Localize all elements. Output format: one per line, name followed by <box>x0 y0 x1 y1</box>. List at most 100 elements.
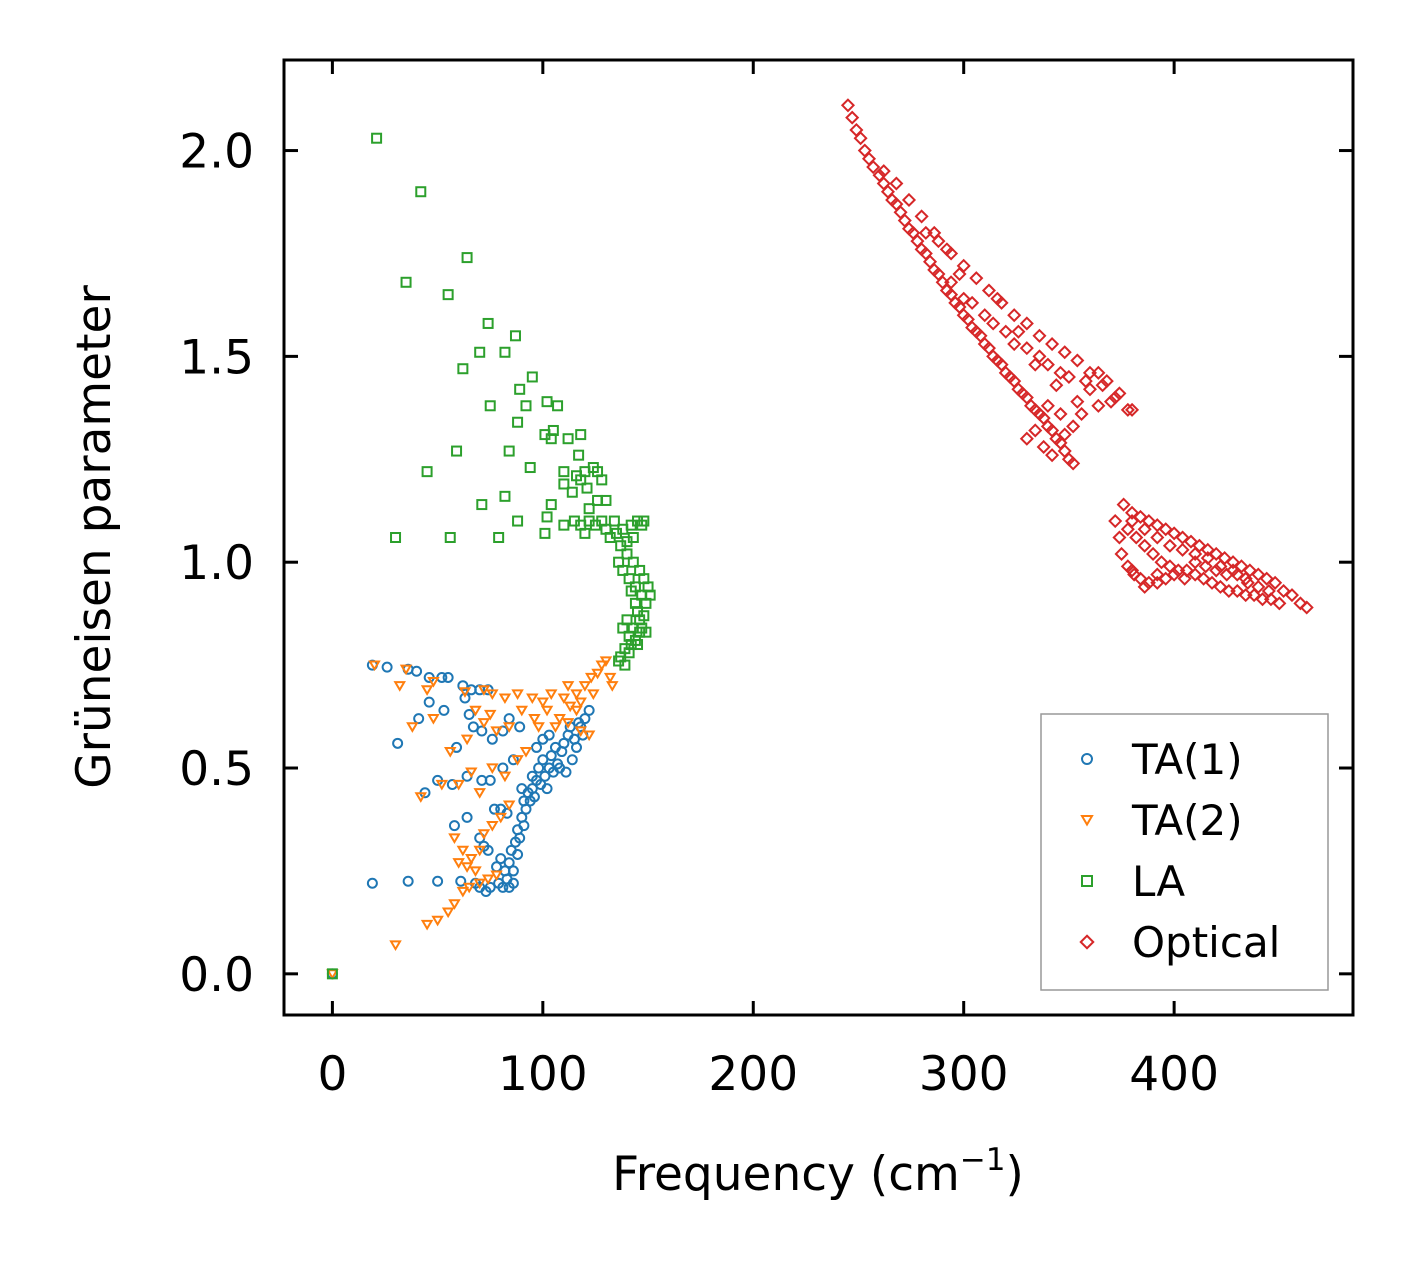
data-point <box>477 829 491 840</box>
data-point <box>484 400 496 412</box>
data-point <box>1272 596 1287 611</box>
data-point <box>499 490 511 502</box>
data-point <box>512 848 524 860</box>
data-point <box>986 316 1001 331</box>
data-point <box>511 755 524 766</box>
data-point <box>460 734 474 746</box>
data-point <box>415 186 427 198</box>
data-point <box>1112 386 1127 401</box>
data-point <box>1070 353 1085 368</box>
data-point <box>406 722 419 733</box>
data-point <box>537 754 549 766</box>
data-point <box>1238 571 1253 586</box>
data-point <box>558 466 570 478</box>
data-point <box>632 639 644 651</box>
data-point <box>1053 365 1068 380</box>
data-point <box>579 713 591 725</box>
data-point <box>461 252 473 264</box>
data-point <box>1299 600 1314 615</box>
data-point <box>507 865 519 877</box>
data-point <box>498 693 512 705</box>
data-point <box>1209 546 1224 562</box>
data-point <box>1137 538 1152 553</box>
data-point <box>561 718 575 729</box>
data-point <box>503 445 515 457</box>
data-point <box>627 532 639 543</box>
data-point <box>969 271 984 286</box>
data-point <box>482 317 494 329</box>
data-point <box>442 289 454 301</box>
data-point <box>486 821 499 832</box>
data-point <box>1213 579 1228 594</box>
series-la <box>326 132 656 980</box>
data-point <box>502 800 516 812</box>
data-point <box>1074 406 1089 422</box>
data-point <box>1204 575 1220 590</box>
data-point <box>1137 522 1152 537</box>
data-point <box>484 774 496 786</box>
data-point <box>526 371 538 383</box>
data-point <box>574 726 587 737</box>
data-point <box>1007 336 1022 352</box>
data-point <box>545 750 557 762</box>
data-point <box>561 681 575 692</box>
data-point <box>1053 406 1068 422</box>
data-point <box>473 788 486 799</box>
data-point <box>518 795 530 807</box>
data-point <box>1129 530 1144 545</box>
data-point <box>584 672 598 684</box>
data-point <box>1167 567 1182 582</box>
data-point <box>1284 588 1300 603</box>
data-point <box>392 737 404 749</box>
data-point <box>414 792 428 803</box>
legend-marker <box>1080 815 1094 827</box>
data-point <box>1040 357 1055 372</box>
data-point <box>1133 509 1148 524</box>
data-point <box>570 689 583 700</box>
data-point <box>981 283 996 298</box>
data-point <box>399 664 413 676</box>
data-point <box>563 701 577 713</box>
data-point <box>421 466 433 478</box>
legend-entry: LA <box>1081 857 1185 906</box>
x-axis-title: Frequency (cm−1) <box>612 1142 1024 1202</box>
data-point <box>519 746 533 758</box>
data-point <box>473 845 486 857</box>
data-point <box>1263 592 1278 607</box>
data-point <box>998 324 1013 339</box>
data-point <box>526 770 538 782</box>
data-point <box>634 626 646 638</box>
x-axis-ticks: 0 100 200 300 400 <box>317 60 1219 1102</box>
data-point <box>1188 555 1203 570</box>
data-point <box>528 791 540 803</box>
data-point <box>427 676 440 688</box>
data-point <box>623 647 635 659</box>
data-point <box>1007 308 1022 323</box>
data-point <box>443 746 457 758</box>
data-point <box>956 291 971 306</box>
data-point <box>574 697 587 709</box>
data-point <box>578 681 592 692</box>
data-point <box>603 672 617 684</box>
plot-area-frame <box>282 58 1355 1017</box>
legend-label: TA(1) <box>1131 735 1243 784</box>
data-point <box>558 478 570 490</box>
data-point <box>366 877 378 889</box>
data-point <box>1200 542 1215 557</box>
data-point <box>455 875 467 887</box>
legend-entries: TA(1) TA(2) LA Optical <box>1079 735 1280 967</box>
data-point <box>876 164 891 179</box>
legend-label: TA(2) <box>1131 796 1243 845</box>
data-point <box>1175 542 1190 557</box>
data-point <box>539 527 551 539</box>
data-point <box>497 881 509 893</box>
data-point <box>514 721 526 733</box>
data-point <box>389 940 402 952</box>
data-point <box>473 878 486 890</box>
data-point <box>558 519 570 531</box>
data-point <box>456 886 470 898</box>
legend-label: Optical <box>1132 918 1280 967</box>
data-point <box>627 556 639 568</box>
data-point <box>402 875 414 887</box>
